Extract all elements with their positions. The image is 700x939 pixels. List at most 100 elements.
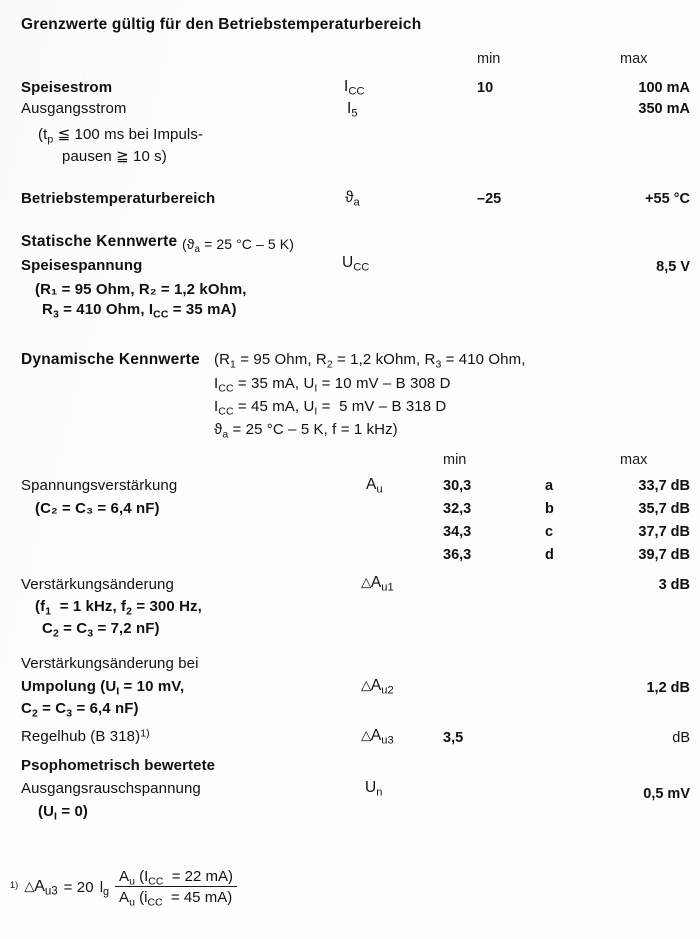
- pulse-note-sub: p: [47, 133, 54, 146]
- pulse-note-rest: ≦ 100 ms bei Impuls-: [53, 126, 204, 143]
- dynamic-condition-line-4: ϑa = 25 °C – 5 K, f = 1 kHz): [214, 421, 398, 441]
- row-min-betriebstemperaturbereich: –25: [477, 191, 502, 207]
- row-symbol-betriebstemperaturbereich: ϑa: [345, 189, 360, 209]
- row-label-verstaerkungsaenderung-2-line-3: C2 = C3 = 6,4 nF): [21, 700, 139, 720]
- symbol-base: I: [347, 100, 352, 117]
- regelhub-footnote-marker: 1): [140, 727, 150, 740]
- column-header-max-limits: max: [620, 51, 648, 67]
- row-symbol-speisespannung: UCC: [342, 254, 370, 274]
- row-max-regelhub: dB: [672, 730, 690, 746]
- row-symbol-rauschspannung: Un: [365, 779, 383, 799]
- dynamic-condition-line-3: ICC = 45 mA, UI = 5 mV – B 318 D: [214, 398, 447, 418]
- row-symbol-verstaerkungsaenderung-1: △Au1: [361, 574, 394, 594]
- static-params-line-1: (R₁ = 95 Ohm, R₂ = 1,2 kOhm,: [35, 281, 247, 298]
- symbol-base: A: [370, 574, 382, 591]
- footnote-log-operator: lg: [99, 878, 110, 898]
- row-label-spannungsverstaerkung: Spannungsverstärkung: [21, 477, 178, 494]
- static-params-line-2: R3 = 410 Ohm, ICC = 35 mA): [42, 301, 237, 321]
- row-label-verstaerkungsaenderung-1: Verstärkungsänderung: [21, 576, 174, 593]
- gain-max-b: 35,7 dB: [638, 501, 690, 517]
- dynamic-condition-line-2: ICC = 35 mA, UI = 10 mV – B 308 D: [214, 375, 451, 395]
- gain-min-c: 34,3: [443, 524, 472, 540]
- symbol-subscript: u: [376, 483, 383, 496]
- dynamic-condition-line-1: (R1 = 95 Ohm, R2 = 1,2 kOhm, R3 = 410 Oh…: [214, 351, 526, 371]
- section-heading-dynamische-kennwerte: Dynamische Kennwerte: [21, 351, 200, 368]
- footnote-equals: = 20: [63, 878, 94, 896]
- delta-triangle-icon: △: [361, 727, 371, 743]
- row-symbol-ausgangsstrom: I5: [347, 100, 358, 120]
- delta-triangle-icon: △: [361, 574, 371, 590]
- row-label-rauschspannung-line-3: (UI = 0): [38, 803, 88, 823]
- row-label-speisestrom: Speisestrom: [21, 79, 113, 96]
- symbol-base: ϑ: [345, 189, 354, 206]
- gain-min-d: 36,3: [443, 547, 472, 563]
- symbol-base: A: [370, 727, 382, 744]
- footnote-lhs-symbol: △Au3: [24, 878, 58, 898]
- symbol-base: U: [365, 779, 377, 796]
- symbol-subscript: CC: [348, 85, 365, 98]
- row-max-verstaerkungsaenderung-2: 1,2 dB: [646, 680, 690, 696]
- footnote-marker-text: 1): [10, 879, 19, 890]
- gain-max-c: 37,7 dB: [638, 524, 690, 540]
- symbol-subscript: u3: [381, 734, 394, 747]
- row-min-speisestrom: 10: [477, 80, 494, 96]
- delta-triangle-icon: △: [361, 677, 371, 693]
- row-max-speisestrom: 100 mA: [638, 80, 690, 96]
- section-heading-statische-kennwerte: Statische Kennwerte: [21, 233, 178, 250]
- row-max-ausgangsstrom: 350 mA: [638, 101, 690, 117]
- condition-open: (: [182, 236, 187, 252]
- row-symbol-spannungsverstaerkung: Au: [366, 476, 383, 496]
- page-heading: Grenzwerte gültig für den Betriebstemper…: [21, 16, 422, 33]
- footnote-fraction: Au (ICC = 22 mA) Au (iCC = 45 mA): [115, 868, 238, 909]
- symbol-base: A: [370, 677, 382, 694]
- pulse-note-line-2: pausen ≧ 10 s): [62, 148, 167, 165]
- row-symbol-regelhub: △Au3: [361, 727, 394, 747]
- row-min-regelhub: 3,5: [443, 730, 464, 746]
- gain-grade-c: c: [545, 524, 554, 540]
- verstaerkungsaenderung-1-params-line-2: C2 = C3 = 7,2 nF): [42, 620, 160, 640]
- row-label-ausgangsstrom: Ausgangsstrom: [21, 100, 127, 117]
- row-params-spannungsverstaerkung: (C₂ = C₃ = 6,4 nF): [35, 500, 160, 517]
- footnote-numerator: Au (ICC = 22 mA): [115, 868, 238, 887]
- symbol-subscript: u1: [381, 581, 394, 594]
- column-header-min-limits: min: [477, 51, 501, 67]
- row-label-verstaerkungsaenderung-2-line-1: Verstärkungsänderung bei: [21, 655, 199, 672]
- gain-grade-b: b: [545, 501, 554, 517]
- symbol-base: A: [366, 476, 377, 493]
- gain-min-b: 32,3: [443, 501, 472, 517]
- condition-theta-sub: a: [194, 244, 201, 256]
- row-max-verstaerkungsaenderung-1: 3 dB: [658, 577, 690, 593]
- column-header-min-dynamic: min: [443, 452, 467, 468]
- row-max-speisespannung: 8,5 V: [656, 259, 690, 275]
- row-label-rauschspannung-line-1: Psophometrisch bewertete: [21, 757, 216, 774]
- symbol-subscript: u3: [44, 885, 58, 898]
- row-label-speisespannung: Speisespannung: [21, 257, 143, 274]
- footnote-marker: 1): [10, 880, 18, 895]
- row-symbol-verstaerkungsaenderung-2: △Au2: [361, 677, 394, 696]
- gain-grade-d: d: [545, 547, 554, 563]
- symbol-base: U: [342, 254, 354, 271]
- section-condition-statische-kennwerte: (ϑa = 25 °C – 5 K): [182, 236, 294, 256]
- footnote-denominator: Au (iCC = 45 mA): [119, 889, 233, 909]
- pulse-note-line-1: (tp ≦ 100 ms bei Impuls-: [38, 125, 204, 146]
- gain-max-d: 39,7 dB: [638, 547, 690, 563]
- row-label-regelhub: Regelhub (B 318)1): [21, 728, 150, 745]
- condition-rest: = 25 °C – 5 K): [200, 236, 294, 252]
- row-max-betriebstemperaturbereich: +55 °C: [645, 191, 690, 207]
- condition-theta: ϑ: [186, 236, 195, 252]
- row-symbol-speisestrom: ICC: [344, 78, 365, 98]
- row-label-verstaerkungsaenderung-2-line-2: Umpolung (UI = 10 mV,: [21, 678, 185, 698]
- row-max-rauschspannung: 0,5 mV: [643, 786, 690, 802]
- symbol-subscript: a: [353, 196, 360, 209]
- symbol-subscript: n: [376, 786, 383, 799]
- symbol-base: I: [344, 78, 349, 95]
- symbol-subscript: CC: [353, 261, 370, 274]
- symbol-subscript: 5: [351, 107, 358, 120]
- delta-triangle-icon: △: [24, 878, 35, 894]
- gain-min-a: 30,3: [443, 478, 472, 494]
- gain-grade-a: a: [545, 478, 554, 494]
- row-label-rauschspannung-line-2: Ausgangsrauschspannung: [21, 780, 201, 797]
- symbol-base: A: [34, 878, 45, 895]
- column-header-max-dynamic: max: [620, 452, 648, 468]
